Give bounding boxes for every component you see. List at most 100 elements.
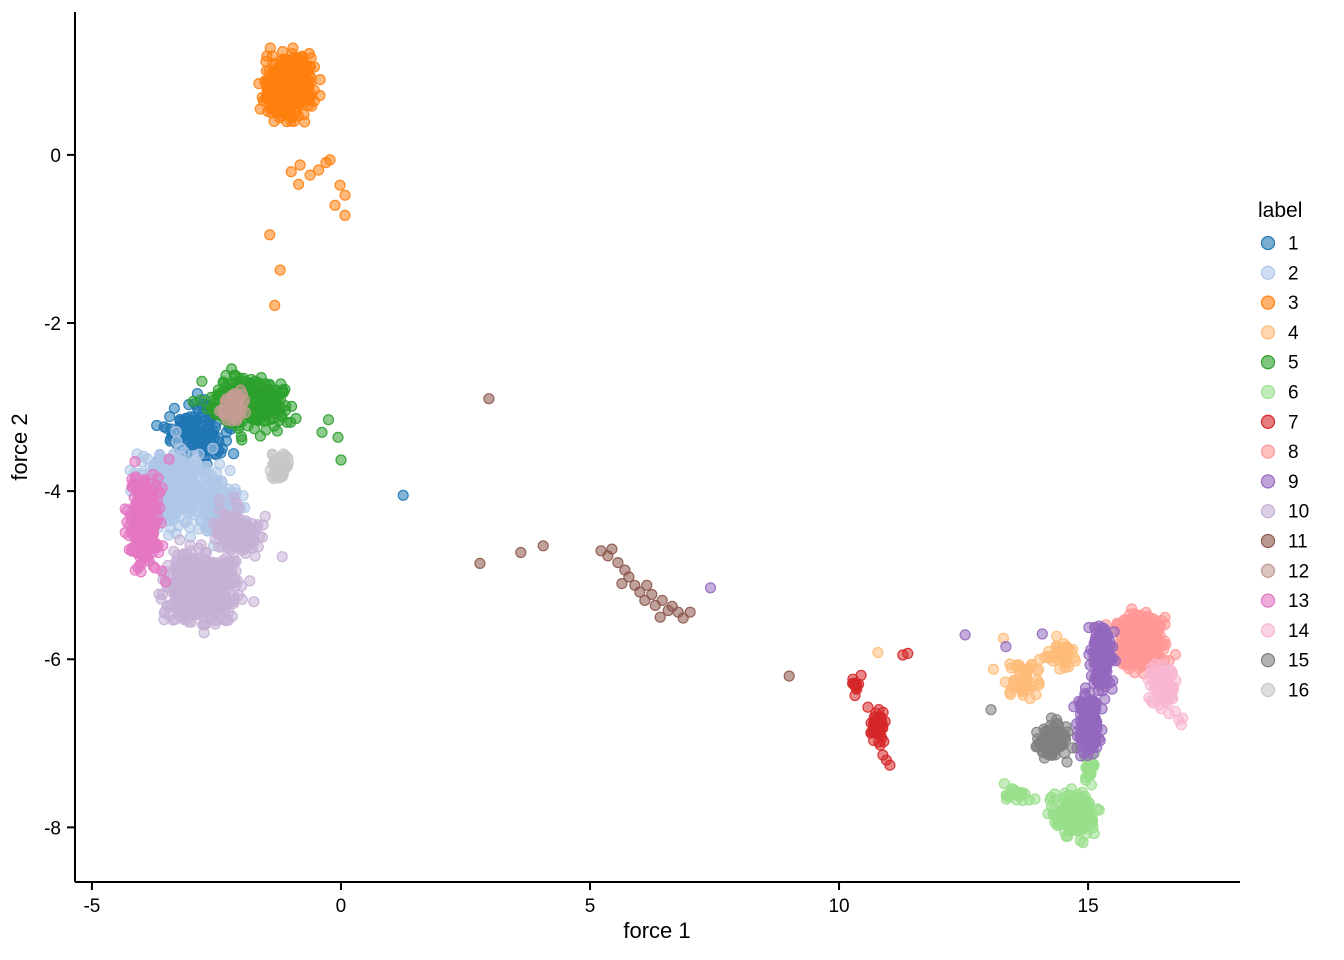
legend-item-3: 3 [1260, 293, 1299, 314]
data-point [515, 546, 527, 559]
data-point [284, 95, 296, 107]
data-point [182, 569, 194, 582]
data-point [1062, 819, 1074, 831]
data-point [316, 426, 328, 438]
data-point [175, 442, 187, 454]
data-point [170, 426, 182, 438]
data-point [879, 715, 891, 728]
legend-key-11 [1260, 533, 1276, 549]
data-point [269, 299, 281, 311]
x-tick-label: -5 [83, 896, 100, 917]
data-point [1079, 705, 1091, 718]
data-point [233, 372, 245, 384]
data-point [1106, 683, 1118, 695]
data-point [257, 386, 269, 398]
data-point [156, 565, 168, 577]
data-point [205, 585, 217, 597]
data-point [1084, 759, 1096, 772]
data-point [877, 749, 889, 761]
legend-key-13 [1260, 593, 1276, 608]
data-point [303, 60, 316, 72]
data-point [1014, 666, 1026, 678]
data-point [247, 387, 259, 399]
y-tick-label: -2 [44, 314, 61, 335]
data-point [167, 490, 179, 502]
data-point [704, 582, 717, 594]
data-point [286, 400, 298, 412]
data-point [244, 575, 256, 587]
data-point [272, 64, 284, 76]
data-point [293, 178, 305, 190]
data-point [1061, 645, 1074, 657]
data-point [1153, 693, 1165, 705]
data-point [142, 484, 154, 496]
legend-label-3: 3 [1288, 293, 1299, 314]
data-point [219, 486, 231, 498]
legend-key-3 [1260, 295, 1276, 310]
data-point [483, 393, 495, 405]
data-point [139, 550, 151, 562]
data-point [1059, 787, 1071, 799]
data-point [339, 189, 351, 201]
data-point [227, 513, 239, 525]
legend-key-2 [1260, 265, 1276, 280]
data-point [1035, 737, 1047, 750]
data-point [207, 442, 219, 454]
data-point [537, 540, 549, 552]
x-tick-label: 10 [828, 896, 849, 917]
data-point [169, 513, 181, 525]
data-point [207, 425, 219, 437]
data-point [1150, 635, 1162, 648]
data-point [987, 663, 1000, 675]
data-point [873, 703, 885, 716]
data-point [210, 466, 222, 478]
series-15-points [985, 704, 1079, 768]
data-point [248, 596, 260, 608]
legend-item-5: 5 [1260, 353, 1299, 374]
data-point [235, 431, 247, 443]
data-point [656, 594, 668, 607]
data-point [313, 164, 325, 176]
legend-label-10: 10 [1288, 502, 1309, 523]
data-point [1067, 742, 1079, 754]
data-point [228, 448, 240, 460]
data-point [646, 588, 658, 601]
series-3-points [253, 42, 351, 311]
x-axis-title: force 1 [623, 918, 690, 943]
legend-key-12 [1260, 563, 1276, 578]
data-point [616, 577, 628, 590]
legend-key-16 [1260, 682, 1276, 698]
data-point [902, 647, 914, 660]
data-point [152, 472, 164, 484]
data-point [152, 486, 164, 498]
data-point [1075, 812, 1087, 824]
series-1-points [151, 388, 409, 501]
data-point [639, 594, 651, 607]
data-point [304, 169, 316, 181]
data-point [224, 395, 236, 407]
data-point [1044, 794, 1056, 806]
legend-key-5 [1260, 355, 1276, 370]
legend-label-11: 11 [1288, 532, 1308, 553]
legend-key-15 [1260, 653, 1276, 668]
legend-item-2: 2 [1260, 263, 1299, 284]
data-point [236, 580, 248, 592]
legend-item-7: 7 [1260, 412, 1299, 433]
data-point [237, 544, 249, 556]
data-point [155, 517, 167, 529]
data-point [1051, 742, 1063, 754]
data-point [1083, 804, 1096, 817]
data-point [273, 79, 285, 91]
data-point [1031, 726, 1043, 738]
data-point [232, 589, 244, 601]
data-point [276, 551, 288, 563]
data-point [1068, 701, 1080, 713]
data-point [129, 514, 141, 526]
data-point [339, 209, 351, 221]
data-point [1062, 830, 1074, 842]
data-point [612, 556, 624, 569]
legend-key-14 [1260, 623, 1276, 638]
data-point [176, 610, 188, 622]
data-point [186, 491, 198, 503]
data-point [220, 601, 233, 613]
